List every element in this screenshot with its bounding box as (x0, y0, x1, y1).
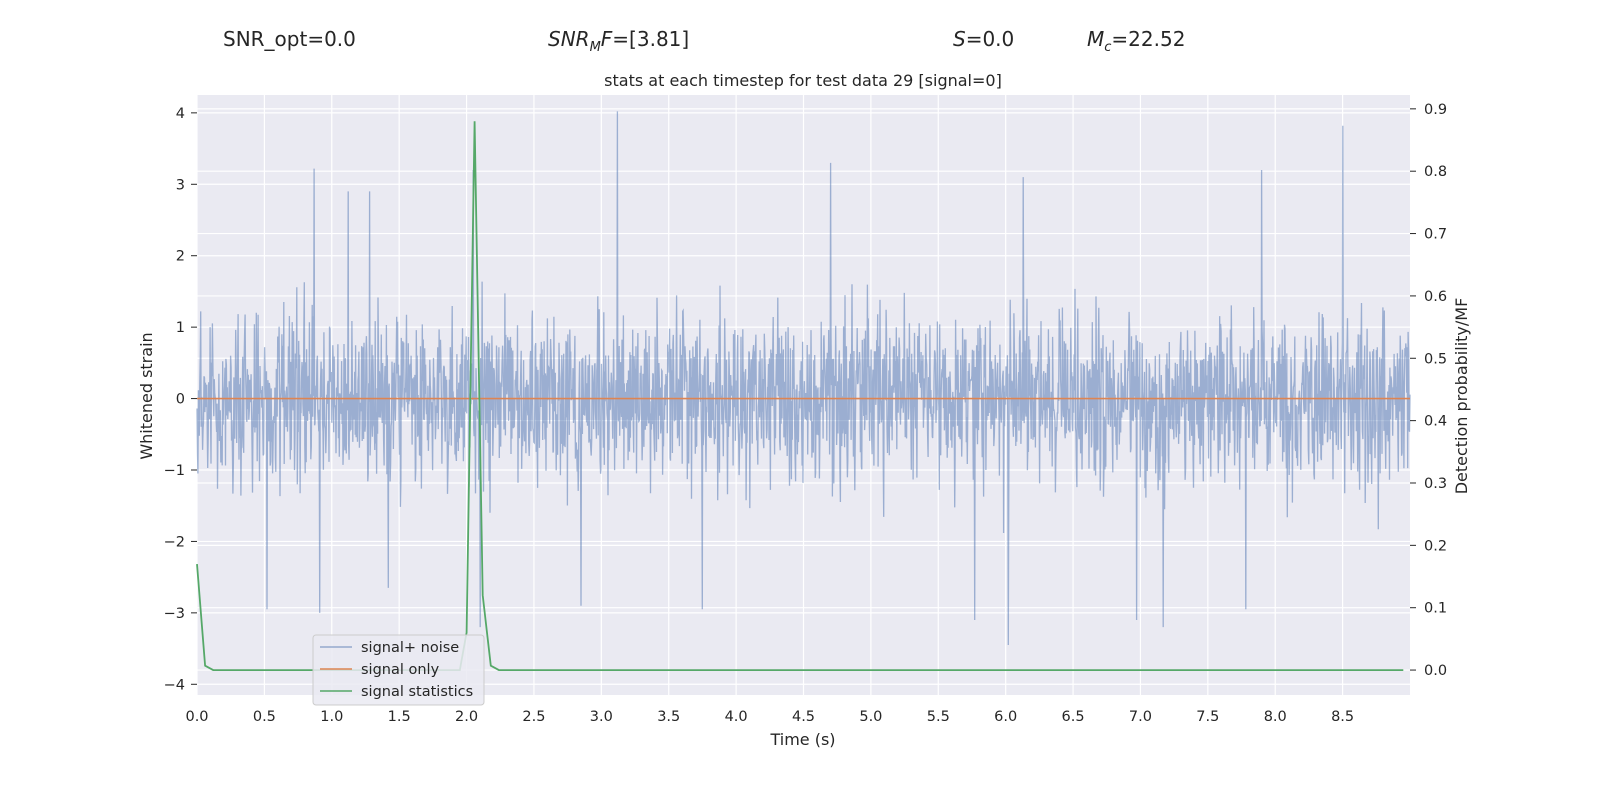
legend-box (312, 634, 485, 706)
y-tick-label: 3 (176, 177, 185, 193)
x-tick-label: 8.0 (1264, 709, 1287, 725)
y-tick-label: −4 (164, 677, 185, 693)
y-tick-label: 4 (176, 106, 185, 122)
s-label: S=0.0 (953, 24, 1014, 54)
x-axis-label: Time (s) (769, 730, 835, 749)
x-tick-label: 6.0 (994, 709, 1017, 725)
x-tick-label: 4.0 (725, 709, 748, 725)
snr-mf-name: SNR (548, 27, 590, 51)
mc-value: =22.52 (1111, 27, 1186, 51)
y-tick-label: −2 (164, 534, 185, 550)
y-axis-label: Whitened strain (137, 332, 156, 459)
x-tick-label: 3.0 (590, 709, 613, 725)
x-tick-label: 4.5 (792, 709, 815, 725)
y-right-tick-label: 0.3 (1424, 476, 1447, 492)
y-right-tick-label: 0.6 (1424, 289, 1447, 305)
snr-mf-label: SNRMF=[3.81] (548, 24, 689, 63)
x-tick-label: 7.0 (1129, 709, 1152, 725)
s-value: =0.0 (965, 27, 1015, 51)
y-tick-label: −3 (164, 606, 185, 622)
legend-label-signal-statistics: signal statistics (361, 684, 473, 700)
x-tick-label: 7.5 (1196, 709, 1219, 725)
mc-subscript: c (1104, 40, 1112, 55)
plot-area (196, 111, 1411, 671)
x-tick-label: 2.0 (455, 709, 478, 725)
y-right-tick-label: 0.7 (1424, 227, 1447, 243)
x-tick-label: 0.5 (253, 709, 276, 725)
legend-label-signal-noise: signal+ noise (361, 640, 459, 656)
y-right-tick-label: 0.5 (1424, 351, 1447, 367)
x-tick-label: 6.5 (1062, 709, 1085, 725)
y-right-tick-label: 0.1 (1424, 601, 1447, 617)
snr-mf-value: =[3.81] (612, 27, 690, 51)
y-tick-label: 2 (176, 249, 185, 265)
snr-mf-tail: F (600, 27, 613, 51)
x-tick-label: 5.5 (927, 709, 950, 725)
tick-labels: 0.0 0.5 1.0 1.5 2.0 2.5 3.0 3.5 4.0 4.5 5.0 5.5 6.0 6… (164, 102, 1447, 725)
y-tick-label: 0 (176, 392, 185, 408)
y-tick-label: −1 (164, 463, 185, 479)
series-signal-noise (196, 111, 1411, 646)
y-axis-label-right: Detection probability/MF (1452, 298, 1471, 495)
legend: signal+ noise signal only signal statist… (312, 634, 485, 706)
x-tick-label: 1.5 (388, 709, 411, 725)
s-name: S (953, 27, 966, 51)
series-signal-statistics (196, 121, 1404, 671)
x-tick-label: 2.5 (522, 709, 545, 725)
mc-label: Mc=22.52 (1087, 24, 1185, 63)
x-tick-label: 8.5 (1331, 709, 1354, 725)
y-right-tick-label: 0.9 (1424, 102, 1447, 118)
x-tick-label: 5.0 (859, 709, 882, 725)
y-right-tick-label: 0.4 (1424, 414, 1447, 430)
y-right-tick-label: 0.2 (1424, 538, 1447, 554)
chart-title: stats at each timestep for test data 29 … (604, 71, 1002, 90)
legend-label-signal-only: signal only (361, 662, 440, 678)
y-right-tick-label: 0.8 (1424, 164, 1447, 180)
snr-opt-label: SNR_opt=0.0 (223, 27, 356, 51)
y-tick-label: 1 (176, 320, 185, 336)
snr-mf-subscript: M (589, 40, 601, 55)
y-right-tick-label: 0.0 (1424, 663, 1447, 679)
x-tick-label: 0.0 (185, 709, 208, 725)
x-tick-label: 3.5 (657, 709, 680, 725)
x-tick-label: 1.0 (320, 709, 343, 725)
mc-name: M (1087, 27, 1105, 51)
